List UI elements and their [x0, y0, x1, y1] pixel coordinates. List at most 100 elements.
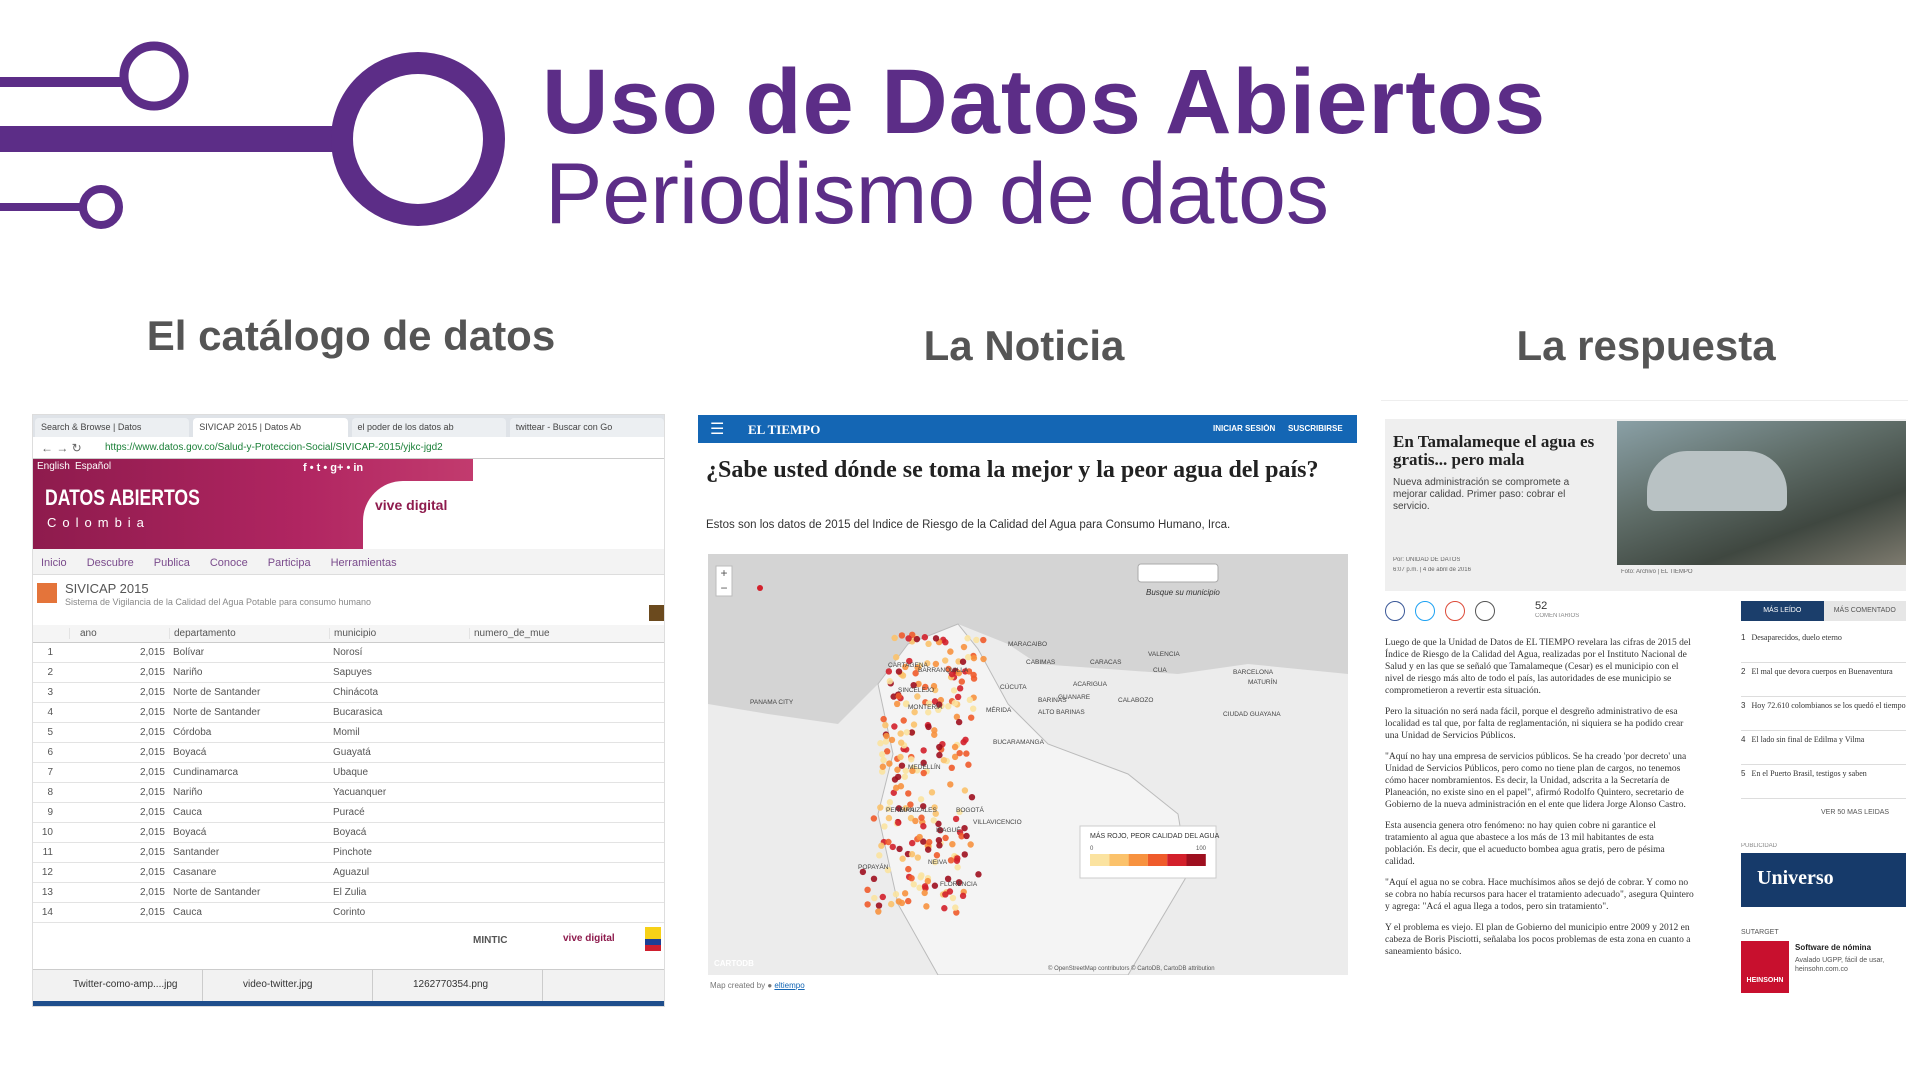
- map-dot[interactable]: [913, 767, 921, 774]
- map-dot[interactable]: [894, 766, 901, 773]
- map-dot[interactable]: [933, 852, 941, 859]
- map-dot[interactable]: [879, 763, 887, 770]
- share-twitter[interactable]: [1415, 601, 1435, 621]
- map-dot[interactable]: [910, 681, 917, 689]
- map-dot[interactable]: [922, 683, 929, 691]
- map-dot[interactable]: [910, 721, 918, 728]
- map-dot[interactable]: [954, 693, 962, 701]
- map-dot[interactable]: [905, 635, 912, 642]
- map-dot[interactable]: [918, 814, 925, 821]
- map-dot[interactable]: [920, 759, 927, 767]
- map-dot[interactable]: [895, 805, 903, 812]
- map-dot[interactable]: [954, 864, 961, 871]
- map-dot[interactable]: [892, 654, 900, 661]
- map-dot[interactable]: [967, 714, 975, 721]
- map-dot[interactable]: [923, 903, 930, 910]
- most-read-title[interactable]: Hoy 72.610 colombianos se los quedó el t…: [1751, 701, 1906, 710]
- map-dot[interactable]: [936, 842, 943, 849]
- browser-tab[interactable]: SIVICAP 2015 | Datos Ab: [193, 418, 348, 437]
- map-dot[interactable]: [951, 743, 959, 751]
- map-dot[interactable]: [885, 668, 893, 675]
- map-dot[interactable]: [980, 636, 987, 644]
- map-dot[interactable]: [925, 723, 932, 731]
- map-dot[interactable]: [961, 787, 969, 794]
- map-dot[interactable]: [949, 894, 957, 902]
- map-dot[interactable]: [932, 635, 940, 642]
- map-dot[interactable]: [916, 884, 923, 891]
- map-dot[interactable]: [925, 640, 932, 648]
- map-dot[interactable]: [947, 648, 954, 655]
- map-dot[interactable]: [956, 749, 963, 757]
- settings-button[interactable]: [649, 605, 664, 621]
- lang-link[interactable]: English: [37, 461, 70, 472]
- map-dot[interactable]: [959, 892, 967, 900]
- map-dot[interactable]: [963, 750, 970, 757]
- most-read-title[interactable]: Desaparecidos, duelo eterno: [1751, 633, 1842, 642]
- map-dot[interactable]: [936, 751, 943, 759]
- ad2-title[interactable]: Software de nómina: [1795, 943, 1872, 952]
- ad-banner[interactable]: Universo: [1741, 853, 1906, 907]
- map-dot[interactable]: [883, 748, 891, 755]
- map-dot[interactable]: [895, 668, 903, 675]
- map-dot[interactable]: [864, 886, 871, 894]
- browser-tab[interactable]: Search & Browse | Datos: [35, 418, 190, 437]
- map-dot[interactable]: [919, 803, 927, 810]
- map-dot[interactable]: [897, 753, 904, 761]
- map-dot[interactable]: [871, 894, 878, 902]
- nav-link[interactable]: Participa: [267, 557, 311, 569]
- map-dot[interactable]: [955, 669, 963, 677]
- map-dot[interactable]: [898, 899, 906, 907]
- map-dot[interactable]: [916, 833, 923, 841]
- map-dot[interactable]: [930, 817, 937, 824]
- map-dot[interactable]: [859, 868, 867, 876]
- nav-link[interactable]: Descubre: [86, 557, 134, 569]
- map-dot[interactable]: [895, 692, 902, 700]
- map-dot[interactable]: [906, 657, 913, 665]
- nav-link[interactable]: Herramientas: [330, 557, 397, 569]
- map-dot[interactable]: [896, 845, 903, 853]
- top-link[interactable]: SUSCRIBIRSE: [1288, 424, 1343, 433]
- share-email[interactable]: [1475, 601, 1495, 621]
- map-dot[interactable]: [935, 820, 942, 828]
- map-dot[interactable]: [881, 823, 888, 830]
- map-dot[interactable]: [902, 700, 910, 708]
- map-dot[interactable]: [910, 881, 917, 888]
- map-dot[interactable]: [908, 874, 915, 882]
- map-dot[interactable]: [879, 893, 886, 901]
- map-dot[interactable]: [882, 738, 890, 745]
- sidebar-tab[interactable]: MÁS COMENTADO: [1823, 601, 1906, 621]
- map-dot[interactable]: [924, 846, 932, 853]
- map-dot[interactable]: [925, 700, 933, 707]
- map-dot[interactable]: [920, 838, 927, 845]
- map-dot[interactable]: [980, 655, 987, 663]
- menu-icon[interactable]: ☰: [710, 421, 725, 438]
- map-dot[interactable]: [891, 723, 898, 730]
- map-dot[interactable]: [877, 804, 884, 811]
- map-dot[interactable]: [953, 713, 961, 721]
- nav-link[interactable]: Inicio: [41, 557, 67, 569]
- nav-link[interactable]: Publica: [153, 557, 190, 569]
- map-dot[interactable]: [899, 672, 907, 679]
- social-icons[interactable]: f • t • g+ • in: [303, 462, 364, 474]
- map-dot[interactable]: [973, 636, 980, 644]
- map-dot[interactable]: [931, 804, 938, 811]
- map-dot[interactable]: [965, 761, 972, 768]
- map-dot[interactable]: [898, 632, 906, 639]
- map-dot[interactable]: [945, 703, 952, 710]
- nav-link[interactable]: Conoce: [209, 557, 248, 569]
- map-dot[interactable]: [914, 664, 921, 671]
- map-dot[interactable]: [902, 767, 909, 774]
- map-dot[interactable]: [964, 654, 972, 661]
- map-dot[interactable]: [864, 901, 871, 908]
- map-dot[interactable]: [951, 699, 959, 707]
- map-dot[interactable]: [897, 739, 905, 746]
- download-item[interactable]: Twitter-como-amp....jpg: [33, 970, 203, 1001]
- map-dot[interactable]: [955, 718, 963, 726]
- map-dot[interactable]: [952, 815, 960, 823]
- map-dot[interactable]: [951, 753, 959, 761]
- map-dot[interactable]: [888, 736, 896, 744]
- map-dot[interactable]: [885, 814, 893, 822]
- map-dot[interactable]: [960, 643, 968, 651]
- map-dot[interactable]: [966, 696, 974, 704]
- map-dot[interactable]: [940, 756, 948, 764]
